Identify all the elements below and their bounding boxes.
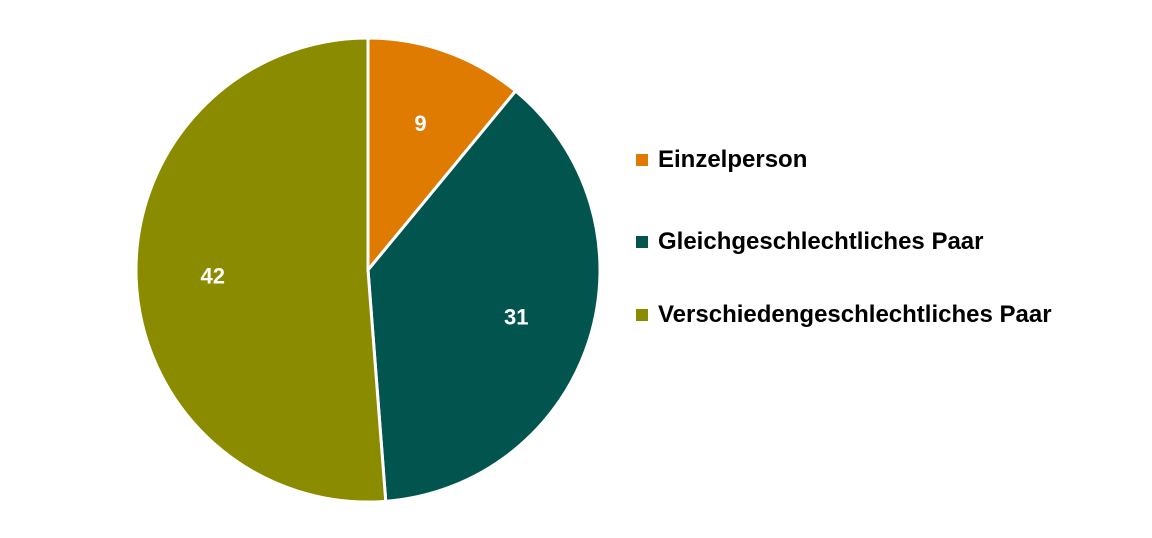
legend-swatch-verschiedengeschlechtliches-paar <box>636 309 648 321</box>
pie-slice-einzelperson <box>366 36 518 272</box>
legend-swatch-einzelperson <box>636 154 648 166</box>
legend-label-einzelperson: Einzelperson <box>658 146 808 173</box>
pie-slice-verschiedengeschlechtliches-paar <box>134 36 388 504</box>
legend-label-verschiedengeschlechtliches-paar: Verschiedengeschlechtliches Paar <box>658 301 1052 328</box>
data-label-verschiedengeschlechtliches-paar: 42 <box>200 264 224 289</box>
pie-slices <box>134 36 602 504</box>
legend-item-gleichgeschlechtliches-paar: Gleichgeschlechtliches Paar <box>630 224 1140 260</box>
legend: Einzelperson Gleichgeschlechtliches Paar… <box>630 142 1140 379</box>
legend-item-verschiedengeschlechtliches-paar: Verschiedengeschlechtliches Paar <box>630 297 1140 333</box>
pie-data-labels: 9 31 42 <box>200 111 528 329</box>
pie-slice-gleichgeschlechtliches-paar <box>366 89 602 503</box>
legend-swatch-gleichgeschlechtliches-paar <box>636 236 648 248</box>
data-label-gleichgeschlechtliches-paar: 31 <box>504 304 528 329</box>
legend-item-einzelperson: Einzelperson <box>630 142 1140 178</box>
legend-label-gleichgeschlechtliches-paar: Gleichgeschlechtliches Paar <box>658 228 984 255</box>
data-label-einzelperson: 9 <box>414 111 426 136</box>
